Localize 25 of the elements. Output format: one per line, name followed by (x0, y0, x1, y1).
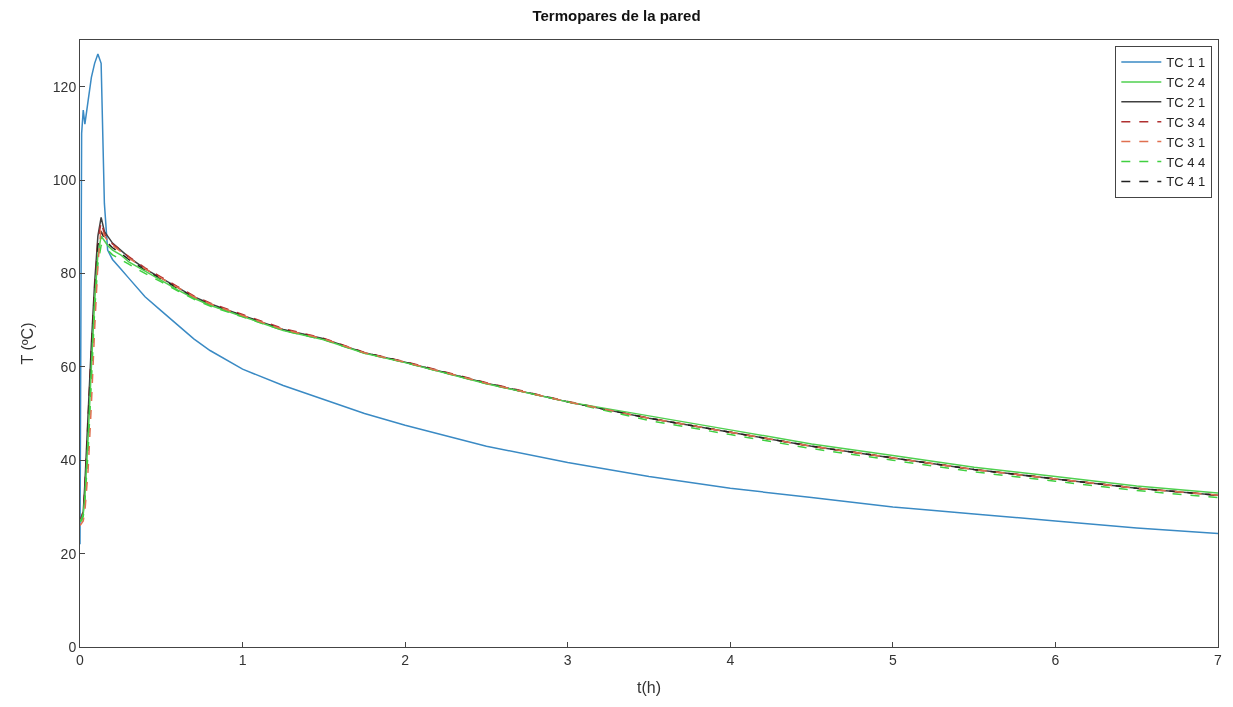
legend-label: TC 4 4 (1166, 154, 1206, 170)
y-tick-label: 20 (60, 545, 77, 562)
x-tick-label: 1 (238, 651, 247, 668)
legend-label: TC 3 1 (1166, 134, 1206, 150)
x-tick-label: 6 (1051, 651, 1060, 668)
x-tick-label: 2 (401, 651, 410, 668)
legend-label: TC 2 1 (1166, 94, 1206, 110)
y-tick-label: 0 (68, 638, 77, 655)
y-tick-label: 80 (60, 265, 77, 282)
x-tick-label: 7 (1214, 651, 1223, 668)
y-axis-title: T (ºC) (18, 322, 36, 365)
line-series (80, 53, 1218, 546)
legend-label: TC 3 4 (1166, 114, 1206, 130)
y-tick-label: 60 (60, 358, 77, 375)
legend-label: TC 2 4 (1166, 74, 1206, 90)
y-tick-label: 40 (60, 452, 77, 469)
x-tick-label: 5 (888, 651, 897, 668)
x-axis-title: t(h) (637, 679, 661, 697)
legend-label: TC 4 1 (1166, 174, 1206, 190)
y-tick-label: 100 (52, 171, 77, 188)
chart-title: Termopares de la pared (532, 7, 701, 25)
x-tick-label: 4 (726, 651, 735, 668)
x-tick-label: 3 (563, 651, 572, 668)
legend-label: TC 1 1 (1166, 55, 1206, 71)
y-tick-label: 120 (52, 78, 77, 95)
